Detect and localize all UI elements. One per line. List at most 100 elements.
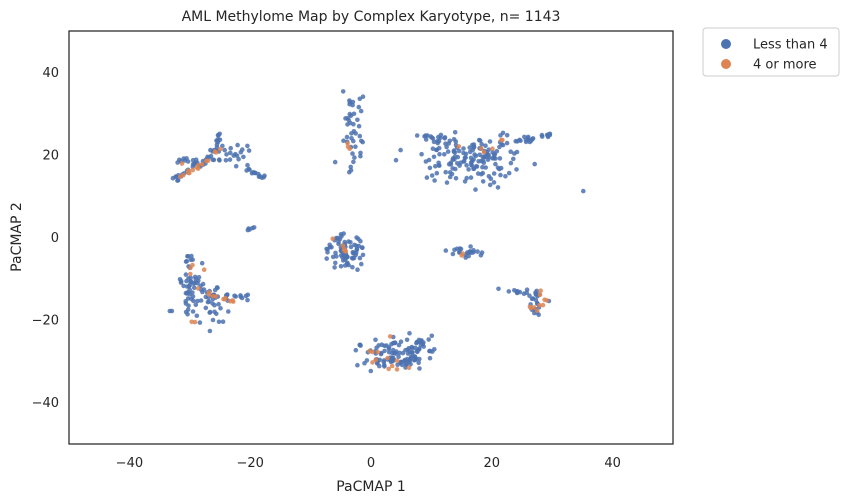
point-less-than-4	[463, 155, 468, 160]
point-less-than-4	[483, 165, 489, 170]
point-less-than-4	[210, 317, 216, 323]
point-less-than-4	[208, 147, 213, 153]
point-less-than-4	[205, 299, 211, 305]
point-less-than-4	[348, 164, 354, 170]
point-4-or-more	[394, 358, 400, 364]
point-less-than-4	[234, 153, 240, 159]
point-less-than-4	[246, 148, 252, 153]
point-less-than-4	[451, 148, 457, 153]
point-less-than-4	[544, 132, 550, 138]
point-less-than-4	[469, 163, 475, 168]
point-less-than-4	[247, 167, 252, 172]
point-less-than-4	[437, 151, 442, 157]
point-less-than-4	[495, 185, 501, 190]
point-less-than-4	[245, 297, 250, 303]
point-less-than-4	[490, 150, 496, 155]
point-less-than-4	[514, 289, 519, 294]
point-less-than-4	[530, 296, 536, 301]
point-less-than-4	[443, 169, 449, 175]
point-less-than-4	[494, 149, 500, 154]
point-less-than-4	[203, 305, 209, 311]
point-less-than-4	[477, 152, 483, 158]
point-less-than-4	[498, 172, 503, 178]
point-less-than-4	[384, 343, 389, 348]
point-less-than-4	[429, 333, 435, 339]
point-less-than-4	[333, 250, 338, 256]
point-4-or-more	[189, 319, 194, 325]
point-less-than-4	[252, 170, 258, 176]
point-less-than-4	[419, 151, 424, 157]
legend-marker-4-or-more	[721, 59, 731, 69]
point-4-or-more	[195, 286, 201, 291]
point-less-than-4	[187, 287, 192, 293]
point-less-than-4	[188, 279, 194, 284]
point-4-or-more	[185, 170, 191, 175]
point-less-than-4	[475, 171, 481, 176]
point-less-than-4	[405, 351, 411, 356]
point-less-than-4	[402, 357, 408, 363]
point-less-than-4	[498, 133, 503, 138]
point-less-than-4	[462, 179, 468, 184]
point-less-than-4	[464, 163, 469, 168]
point-less-than-4	[190, 257, 195, 263]
point-less-than-4	[486, 147, 492, 152]
point-less-than-4	[427, 165, 433, 171]
point-less-than-4	[498, 165, 504, 171]
point-less-than-4	[356, 123, 362, 129]
point-less-than-4	[394, 349, 399, 354]
point-less-than-4	[410, 350, 415, 355]
point-less-than-4	[454, 246, 460, 252]
point-less-than-4	[481, 160, 487, 165]
point-4-or-more	[221, 296, 226, 302]
plot-frame	[68, 30, 674, 445]
point-less-than-4	[430, 146, 436, 151]
point-less-than-4	[247, 227, 252, 232]
point-less-than-4	[404, 362, 409, 367]
point-less-than-4	[355, 267, 360, 273]
point-less-than-4	[417, 356, 422, 362]
point-less-than-4	[447, 174, 453, 180]
point-less-than-4	[469, 159, 475, 164]
x-tick-label: −20	[236, 456, 263, 471]
point-less-than-4	[488, 176, 494, 181]
point-4-or-more	[498, 138, 504, 143]
point-less-than-4	[215, 132, 221, 138]
point-less-than-4	[226, 309, 231, 314]
point-less-than-4	[423, 159, 429, 164]
point-less-than-4	[218, 306, 223, 311]
point-4-or-more	[406, 365, 412, 371]
point-less-than-4	[468, 244, 473, 249]
point-less-than-4	[399, 362, 405, 368]
point-4-or-more	[341, 246, 347, 252]
point-less-than-4	[245, 162, 250, 168]
point-less-than-4	[344, 134, 350, 140]
y-axis-ticks: −40 −20 0 20 40	[32, 66, 59, 411]
y-tick-label: −40	[32, 396, 59, 411]
point-less-than-4	[357, 133, 363, 139]
point-less-than-4	[183, 259, 189, 264]
point-less-than-4	[404, 337, 410, 343]
point-less-than-4	[220, 319, 226, 325]
point-less-than-4	[362, 360, 367, 366]
point-4-or-more	[540, 302, 546, 308]
point-less-than-4	[212, 302, 217, 308]
point-less-than-4	[353, 144, 358, 149]
point-less-than-4	[414, 133, 420, 138]
point-less-than-4	[359, 261, 364, 267]
point-4-or-more	[340, 243, 346, 248]
point-less-than-4	[357, 255, 363, 261]
point-less-than-4	[456, 148, 462, 154]
point-less-than-4	[504, 132, 510, 138]
point-4-or-more	[213, 294, 219, 299]
point-less-than-4	[240, 147, 245, 152]
point-less-than-4	[480, 179, 486, 184]
point-less-than-4	[471, 166, 477, 172]
point-4-or-more	[386, 366, 392, 372]
point-less-than-4	[205, 154, 210, 160]
point-less-than-4	[479, 141, 485, 147]
point-less-than-4	[350, 99, 356, 105]
point-less-than-4	[470, 147, 476, 153]
point-less-than-4	[486, 152, 491, 157]
point-less-than-4	[235, 142, 240, 148]
